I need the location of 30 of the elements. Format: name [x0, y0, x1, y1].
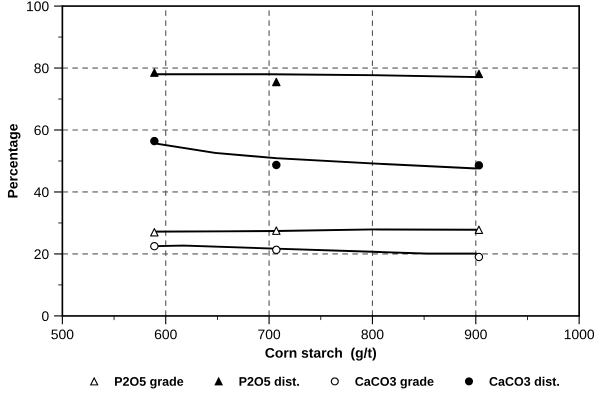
point — [272, 78, 281, 86]
x-tick-label: 700 — [258, 329, 280, 340]
y-tick-label: 40 — [34, 187, 49, 198]
point — [474, 161, 484, 170]
point — [150, 68, 159, 77]
legend-label: P2O5 grade — [115, 376, 184, 388]
y-tick-label: 80 — [34, 63, 49, 74]
y-tick-label: 100 — [27, 1, 49, 12]
point — [150, 242, 159, 250]
x-tick-label: 800 — [361, 329, 384, 340]
point — [272, 226, 281, 235]
y-axis-title: Percentage — [8, 124, 20, 198]
point — [474, 252, 484, 262]
x-tick-label: 1000 — [564, 329, 594, 340]
legend-label: CaCO3 grade — [355, 376, 434, 388]
point — [272, 160, 281, 170]
x-tick-label: 600 — [154, 329, 177, 340]
point — [272, 246, 281, 254]
point — [474, 226, 484, 234]
point — [150, 136, 159, 146]
point — [474, 70, 484, 78]
x-tick-label: 900 — [464, 329, 487, 340]
legend-label: CaCO3 dist. — [489, 376, 559, 386]
x-tick-label: 500 — [51, 329, 74, 340]
y-tick-label: 60 — [34, 125, 49, 136]
point — [150, 228, 159, 236]
legend-label: P2O5 dist. — [240, 376, 299, 386]
x-axis-title: Corn starch (g/t) — [265, 348, 376, 361]
y-tick-label: 0 — [42, 311, 49, 322]
y-tick-label: 20 — [34, 249, 49, 260]
